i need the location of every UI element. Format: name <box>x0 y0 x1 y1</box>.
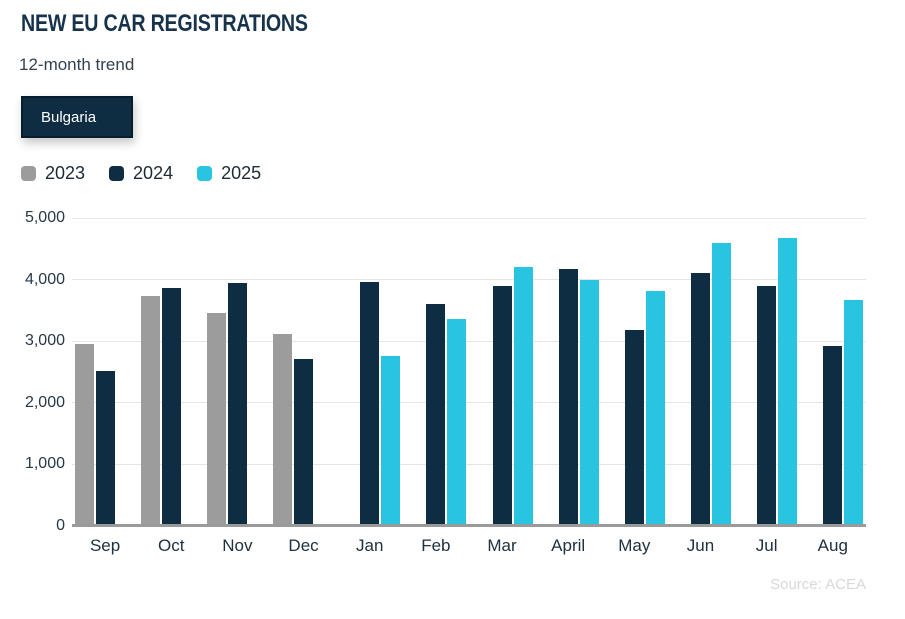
chart-legend: 2023 2024 2025 <box>21 163 261 184</box>
bar-2025 <box>447 319 467 526</box>
bar-2024 <box>227 282 247 526</box>
country-filter-badge[interactable]: Bulgaria <box>21 96 133 138</box>
bar-group <box>734 218 800 526</box>
gridline <box>72 217 866 219</box>
x-tick-label: Jul <box>755 536 778 555</box>
x-tick-label: May <box>618 536 651 555</box>
bar-group <box>204 218 270 526</box>
legend-label: 2025 <box>221 163 262 183</box>
gridline <box>72 279 866 281</box>
chart-subtitle: 12-month trend <box>19 55 135 74</box>
bar-2024 <box>558 268 578 526</box>
x-tick-label: Jan <box>355 536 384 555</box>
bar-2025 <box>645 290 665 526</box>
bar-2023 <box>273 334 293 526</box>
bar-group <box>138 218 204 526</box>
legend-label: 2023 <box>45 163 86 183</box>
legend-swatch-2024-icon <box>109 166 125 181</box>
bar-group <box>270 218 336 526</box>
bar-2023 <box>74 343 94 526</box>
y-tick-label: 3,000 <box>24 332 65 350</box>
legend-swatch-2023-icon <box>21 166 36 181</box>
bar-2024 <box>294 359 314 526</box>
x-tick-label: Sep <box>89 536 121 555</box>
bar-2024 <box>492 285 512 526</box>
x-tick-label: Mar <box>487 536 517 555</box>
x-tick-label: Aug <box>817 536 848 555</box>
bar-2024 <box>624 329 644 526</box>
bar-group <box>403 218 469 526</box>
source-attribution: Source: ACEA <box>770 576 866 593</box>
bar-2024 <box>95 370 115 526</box>
bar-group <box>72 218 138 526</box>
bar-group <box>667 218 733 526</box>
bar-groups <box>72 218 866 526</box>
legend-swatch-2025-icon <box>197 166 213 181</box>
y-tick-label: 4,000 <box>24 270 65 288</box>
x-tick-label: April <box>551 536 586 555</box>
bar-2024 <box>757 285 777 526</box>
y-tick-label: 2,000 <box>24 393 65 411</box>
gridline <box>72 463 866 465</box>
bar-group <box>469 218 535 526</box>
bar-2025 <box>513 266 533 526</box>
x-axis-line <box>72 524 866 527</box>
bar-group <box>535 218 601 526</box>
legend-item-2025: 2025 <box>197 163 261 184</box>
x-tick-label: Feb <box>421 536 451 555</box>
bar-2025 <box>778 237 798 526</box>
x-tick-label: Oct <box>158 536 185 555</box>
x-tick-label: Jun <box>686 536 715 555</box>
y-axis: 0 1,000 2,000 3,000 4,000 5,000 <box>0 210 65 534</box>
bar-2024 <box>823 345 843 526</box>
bar-2025 <box>844 299 864 526</box>
bar-2024 <box>161 288 181 526</box>
bar-2025 <box>381 355 401 526</box>
bar-2024 <box>690 273 710 526</box>
legend-item-2024: 2024 <box>109 163 173 184</box>
x-tick-label: Nov <box>222 536 253 555</box>
y-tick-label: 5,000 <box>24 209 65 226</box>
bar-group <box>337 218 403 526</box>
bar-2023 <box>206 312 226 526</box>
legend-label: 2024 <box>133 163 174 183</box>
gridline <box>72 340 866 342</box>
bar-group <box>800 218 866 526</box>
plot-area <box>72 217 866 527</box>
x-tick-label: Dec <box>288 536 319 555</box>
bar-2024 <box>426 304 446 526</box>
bar-2024 <box>360 282 380 526</box>
y-tick-label: 0 <box>56 517 65 534</box>
gridline <box>72 402 866 404</box>
country-filter-label: Bulgaria <box>41 108 97 126</box>
bar-2025 <box>579 280 599 526</box>
page-title: NEW EU CAR REGISTRATIONS <box>21 10 308 37</box>
x-axis: Sep Oct Nov Dec Jan Feb Mar April May Jun Jul Aug <box>72 536 866 556</box>
legend-item-2023: 2023 <box>21 163 85 184</box>
y-tick-label: 1,000 <box>24 455 65 473</box>
bar-group <box>601 218 667 526</box>
bar-2023 <box>140 295 160 526</box>
bar-2025 <box>711 242 731 526</box>
